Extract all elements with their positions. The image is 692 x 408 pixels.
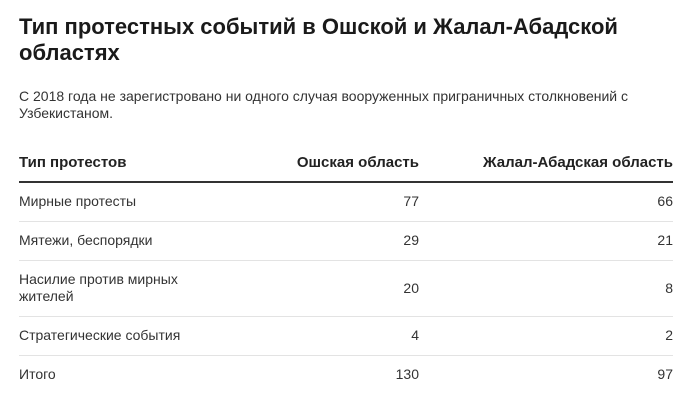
cell-osh: 20 [259,260,419,317]
column-header-osh: Ошская область [259,143,419,183]
row-label: Насилие против мирных жителей [19,260,259,317]
table-row: Насилие против мирных жителей 20 8 [19,260,673,317]
column-header-protest-type: Тип протестов [19,143,259,183]
cell-osh: 130 [395,366,419,383]
cell-osh: 77 [259,182,419,222]
cell-jalal-abad: 21 [419,221,673,261]
cell-jalal-abad: 66 [419,182,673,222]
row-label: Мирные протесты [19,182,259,222]
table-subtitle: С 2018 года не зарегистровано ни одного … [19,88,628,121]
table-row: Мятежи, беспорядки 29 21 [19,221,673,261]
table-total-row: Итого 130 97 [19,355,673,394]
cell-jalal-abad: 2 [419,316,673,356]
column-header-jalal-abad: Жалал-Абадская область [419,143,673,183]
row-label: Мятежи, беспорядки [19,221,259,261]
table-row: Мирные протесты 77 66 [19,182,673,222]
protest-types-table: Тип протестов Ошская область Жалал-Абадс… [19,143,673,394]
table-title: Тип протестных событий в Ошской и Жалал-… [19,14,618,65]
table-row: Стратегические события 4 2 [19,316,673,356]
row-label: Итого [19,366,56,383]
row-label: Стратегические события [19,316,259,356]
cell-jalal-abad: 8 [419,260,673,317]
cell-jalal-abad: 97 [657,366,673,383]
cell-osh: 4 [259,316,419,356]
table-header-row: Тип протестов Ошская область Жалал-Абадс… [19,143,673,183]
cell-osh: 29 [259,221,419,261]
